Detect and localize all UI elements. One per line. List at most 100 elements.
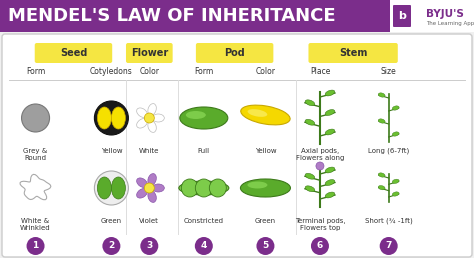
Ellipse shape [148, 121, 156, 132]
FancyBboxPatch shape [2, 34, 472, 257]
Ellipse shape [378, 119, 385, 123]
Text: Green: Green [101, 218, 122, 224]
Text: Short (¾ -1ft): Short (¾ -1ft) [365, 218, 412, 224]
FancyBboxPatch shape [309, 43, 398, 63]
Text: Color: Color [139, 67, 159, 76]
FancyBboxPatch shape [196, 43, 273, 63]
FancyBboxPatch shape [126, 43, 173, 63]
Text: Pod: Pod [224, 48, 245, 58]
Ellipse shape [152, 184, 164, 192]
Text: Form: Form [26, 67, 45, 76]
Ellipse shape [148, 174, 156, 185]
Ellipse shape [97, 107, 111, 129]
Text: Long (6-7ft): Long (6-7ft) [368, 148, 410, 155]
Ellipse shape [137, 108, 147, 117]
Ellipse shape [210, 179, 226, 197]
Text: White &
Wrinkled: White & Wrinkled [20, 218, 51, 231]
Text: Constricted: Constricted [184, 218, 224, 224]
Ellipse shape [325, 180, 335, 186]
Bar [0, 0, 474, 32]
Circle shape [380, 237, 398, 255]
Text: Full: Full [198, 148, 210, 154]
Ellipse shape [378, 93, 385, 97]
Ellipse shape [392, 179, 399, 183]
Circle shape [144, 183, 155, 193]
Ellipse shape [111, 177, 126, 199]
Text: b: b [398, 11, 406, 21]
Ellipse shape [378, 173, 385, 177]
Text: Stem: Stem [339, 48, 367, 58]
Circle shape [21, 104, 50, 132]
Circle shape [195, 237, 213, 255]
Circle shape [311, 237, 329, 255]
Text: Violet: Violet [139, 218, 159, 224]
Text: White: White [139, 148, 159, 154]
Text: Grey &
Round: Grey & Round [23, 148, 48, 161]
Text: Terminal pods,
Flowers top: Terminal pods, Flowers top [295, 218, 345, 231]
Ellipse shape [137, 189, 147, 198]
Ellipse shape [305, 100, 315, 106]
Circle shape [316, 162, 324, 170]
Ellipse shape [148, 191, 156, 202]
Text: Size: Size [381, 67, 397, 76]
Text: 7: 7 [385, 241, 392, 251]
Text: Axial pods,
Flowers along: Axial pods, Flowers along [296, 148, 344, 161]
Text: MENDEL'S LAW OF INHERITANCE: MENDEL'S LAW OF INHERITANCE [8, 7, 336, 25]
Ellipse shape [195, 179, 212, 197]
Ellipse shape [392, 132, 399, 136]
Ellipse shape [186, 111, 206, 119]
Ellipse shape [148, 104, 156, 115]
Text: 3: 3 [146, 241, 153, 251]
Ellipse shape [305, 119, 315, 125]
Text: The Learning App: The Learning App [426, 20, 474, 26]
Ellipse shape [247, 181, 267, 189]
Ellipse shape [137, 178, 147, 188]
Ellipse shape [305, 186, 315, 192]
Text: Flower: Flower [131, 48, 168, 58]
Ellipse shape [325, 192, 335, 198]
Ellipse shape [325, 167, 335, 173]
Text: Cotyledons: Cotyledons [90, 67, 133, 76]
Text: 6: 6 [317, 241, 323, 251]
Text: Seed: Seed [60, 48, 87, 58]
Ellipse shape [111, 107, 126, 129]
Circle shape [102, 237, 120, 255]
Polygon shape [20, 174, 51, 200]
Circle shape [140, 237, 158, 255]
Text: 4: 4 [201, 241, 207, 251]
Text: BYJU'S: BYJU'S [426, 9, 464, 19]
Text: Place: Place [310, 67, 330, 76]
Ellipse shape [152, 114, 164, 122]
Circle shape [256, 237, 274, 255]
Text: Form: Form [194, 67, 213, 76]
Circle shape [94, 171, 128, 205]
Ellipse shape [392, 106, 399, 110]
Text: 2: 2 [108, 241, 115, 251]
Text: 1: 1 [32, 241, 39, 251]
Text: Green: Green [255, 218, 276, 224]
FancyBboxPatch shape [35, 43, 112, 63]
Ellipse shape [392, 192, 399, 196]
Ellipse shape [180, 107, 228, 129]
Text: Color: Color [255, 67, 275, 76]
Ellipse shape [179, 181, 229, 195]
Ellipse shape [305, 173, 315, 179]
FancyBboxPatch shape [393, 5, 411, 27]
Ellipse shape [378, 186, 385, 190]
Ellipse shape [137, 118, 147, 128]
Text: Yellow: Yellow [255, 148, 276, 154]
Circle shape [27, 237, 45, 255]
Ellipse shape [240, 179, 291, 197]
Ellipse shape [241, 105, 290, 125]
Ellipse shape [325, 90, 335, 96]
Circle shape [144, 113, 155, 123]
Ellipse shape [97, 177, 111, 199]
Text: Yellow: Yellow [100, 148, 122, 154]
Circle shape [94, 101, 128, 135]
Ellipse shape [247, 109, 267, 117]
Ellipse shape [325, 110, 335, 115]
Bar [390, 0, 474, 32]
Text: 5: 5 [262, 241, 269, 251]
Ellipse shape [325, 129, 335, 135]
Ellipse shape [182, 179, 198, 197]
